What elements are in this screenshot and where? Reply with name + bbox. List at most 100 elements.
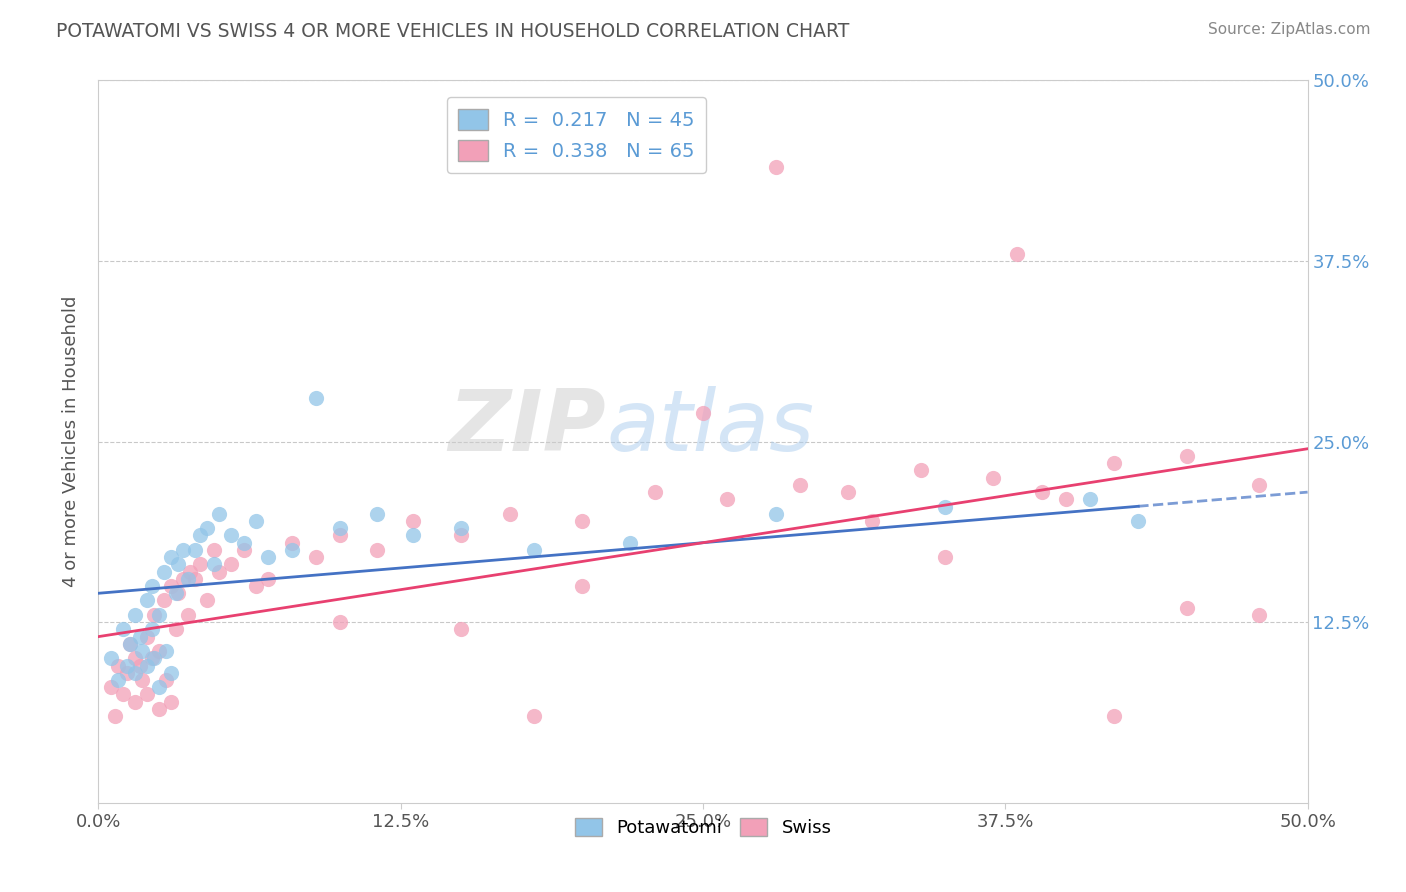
Point	[143, 651, 166, 665]
Point	[245, 579, 267, 593]
Point	[148, 607, 170, 622]
Y-axis label: 4 or more Vehicles in Household: 4 or more Vehicles in Household	[62, 296, 80, 587]
Point	[765, 160, 787, 174]
Point	[450, 528, 472, 542]
Point	[124, 651, 146, 665]
Point	[141, 579, 163, 593]
Point	[184, 572, 207, 586]
Point	[221, 558, 243, 572]
Point	[160, 695, 183, 709]
Point	[131, 673, 153, 687]
Point	[124, 665, 146, 680]
Point	[100, 680, 122, 694]
Point	[765, 507, 787, 521]
Point	[195, 593, 218, 607]
Point	[204, 558, 226, 572]
Point	[208, 565, 231, 579]
Point	[172, 542, 194, 557]
Point	[155, 673, 177, 687]
Point	[329, 528, 352, 542]
Text: ZIP: ZIP	[449, 385, 606, 468]
Point	[117, 665, 139, 680]
Point	[135, 687, 157, 701]
Point	[402, 514, 425, 528]
Point	[135, 593, 157, 607]
Point	[111, 623, 134, 637]
Point	[1031, 485, 1053, 500]
Point	[934, 550, 956, 565]
Point	[141, 651, 163, 665]
Point	[281, 535, 304, 549]
Point	[208, 507, 231, 521]
Point	[131, 644, 153, 658]
Point	[177, 607, 200, 622]
Point	[1102, 709, 1125, 723]
Point	[111, 687, 134, 701]
Point	[1102, 456, 1125, 470]
Point	[934, 500, 956, 514]
Point	[117, 658, 139, 673]
Point	[523, 709, 546, 723]
Point	[305, 391, 328, 405]
Point	[329, 615, 352, 630]
Point	[644, 485, 666, 500]
Point	[281, 542, 304, 557]
Point	[232, 542, 254, 557]
Point	[165, 623, 187, 637]
Point	[160, 550, 183, 565]
Point	[124, 607, 146, 622]
Point	[124, 695, 146, 709]
Point	[195, 521, 218, 535]
Point	[143, 607, 166, 622]
Point	[692, 406, 714, 420]
Legend: Potawatomi, Swiss: Potawatomi, Swiss	[567, 811, 839, 845]
Point	[1249, 478, 1271, 492]
Point	[135, 658, 157, 673]
Point	[232, 535, 254, 549]
Point	[160, 579, 183, 593]
Point	[837, 485, 859, 500]
Point	[165, 586, 187, 600]
Point	[1078, 492, 1101, 507]
Point	[571, 514, 593, 528]
Text: atlas: atlas	[606, 385, 814, 468]
Point	[148, 702, 170, 716]
Point	[716, 492, 738, 507]
Point	[204, 542, 226, 557]
Point	[329, 521, 352, 535]
Point	[981, 470, 1004, 484]
Point	[188, 528, 211, 542]
Point	[160, 665, 183, 680]
Point	[177, 572, 200, 586]
Point	[402, 528, 425, 542]
Point	[184, 542, 207, 557]
Point	[256, 550, 278, 565]
Point	[860, 514, 883, 528]
Point	[910, 463, 932, 477]
Point	[450, 521, 472, 535]
Point	[148, 644, 170, 658]
Point	[155, 644, 177, 658]
Point	[1249, 607, 1271, 622]
Point	[128, 658, 150, 673]
Point	[118, 637, 141, 651]
Point	[221, 528, 243, 542]
Point	[1175, 600, 1198, 615]
Point	[789, 478, 811, 492]
Point	[366, 542, 388, 557]
Point	[366, 507, 388, 521]
Point	[148, 680, 170, 694]
Point	[571, 579, 593, 593]
Text: Source: ZipAtlas.com: Source: ZipAtlas.com	[1208, 22, 1371, 37]
Point	[619, 535, 641, 549]
Point	[523, 542, 546, 557]
Point	[152, 565, 174, 579]
Point	[256, 572, 278, 586]
Text: POTAWATOMI VS SWISS 4 OR MORE VEHICLES IN HOUSEHOLD CORRELATION CHART: POTAWATOMI VS SWISS 4 OR MORE VEHICLES I…	[56, 22, 849, 41]
Point	[141, 623, 163, 637]
Point	[118, 637, 141, 651]
Point	[245, 514, 267, 528]
Point	[104, 709, 127, 723]
Point	[167, 586, 190, 600]
Point	[498, 507, 520, 521]
